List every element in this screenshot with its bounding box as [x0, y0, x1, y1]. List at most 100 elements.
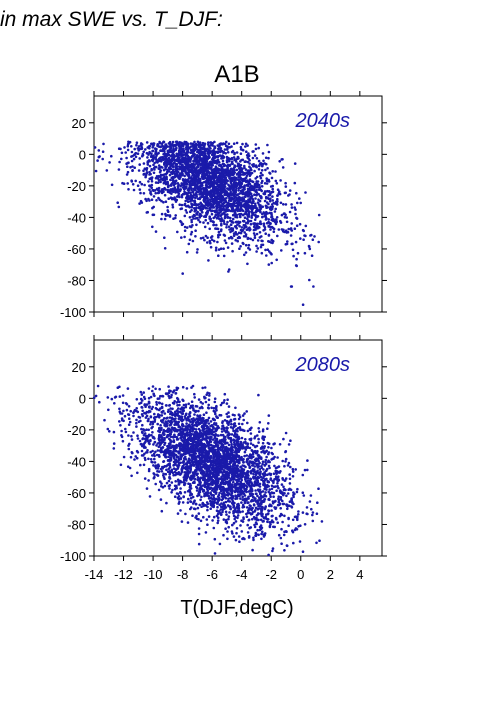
scatter-point	[208, 394, 211, 397]
scatter-point	[190, 400, 194, 404]
scatter-point	[289, 465, 292, 469]
scatter-point	[159, 145, 162, 149]
scatter-point	[258, 186, 262, 189]
scatter-point	[268, 211, 272, 215]
scatter-point	[192, 180, 195, 183]
scatter-point	[189, 160, 192, 163]
scatter-point	[166, 209, 169, 212]
scatter-point	[237, 172, 241, 176]
scatter-point	[225, 168, 229, 171]
scatter-point	[148, 160, 151, 163]
scatter-point	[212, 526, 216, 530]
scatter-point	[287, 488, 291, 492]
scatter-point	[276, 197, 279, 201]
scatter-point	[210, 168, 213, 172]
scatter-point	[134, 179, 137, 183]
scatter-point	[251, 495, 255, 499]
scatter-point	[147, 180, 150, 183]
scatter-point	[186, 193, 189, 197]
scatter-point	[130, 150, 134, 154]
scatter-point	[212, 202, 215, 206]
scatter-point	[282, 228, 285, 232]
scatter-point	[308, 247, 312, 251]
y-tick-label: -60	[67, 242, 86, 257]
scatter-point	[276, 188, 280, 191]
scatter-point	[214, 167, 217, 171]
scatter-point	[162, 201, 165, 204]
scatter-point	[206, 173, 209, 176]
scatter-point	[189, 200, 192, 203]
scatter-point	[255, 180, 258, 183]
scatter-point	[195, 203, 198, 206]
scatter-point	[271, 226, 275, 230]
scatter-point	[264, 213, 268, 216]
scatter-point	[248, 199, 252, 203]
scatter-point	[216, 227, 220, 231]
scatter-point	[296, 251, 300, 255]
scatter-point	[255, 193, 258, 197]
scatter-point	[271, 190, 275, 194]
scatter-point	[189, 142, 193, 145]
scatter-point	[230, 242, 234, 245]
scatter-point	[240, 178, 244, 181]
scatter-point	[271, 170, 275, 173]
scatter-point	[207, 398, 211, 402]
scatter-point	[313, 235, 316, 238]
scatter-point	[194, 229, 197, 232]
scatter-point	[129, 409, 132, 413]
scatter-point	[183, 142, 187, 146]
scatter-point	[283, 230, 286, 234]
scatter-point	[263, 199, 267, 203]
scatter-point	[236, 465, 239, 469]
scatter-point	[194, 196, 197, 200]
scatter-point	[198, 220, 202, 224]
scatter-point	[226, 537, 229, 541]
scatter-point	[294, 468, 298, 471]
scatter-point	[238, 203, 242, 207]
scatter-point	[147, 197, 150, 201]
scatter-point	[182, 183, 185, 187]
scatter-point	[173, 161, 176, 165]
scatter-point	[264, 168, 267, 172]
scatter-point	[298, 222, 302, 226]
scatter-point	[161, 157, 165, 161]
scatter-points	[92, 384, 324, 557]
y-tick-label: -20	[67, 423, 86, 438]
scatter-point	[234, 195, 237, 199]
scatter-point	[276, 521, 280, 524]
scatter-point	[150, 158, 154, 162]
scatter-point	[122, 409, 125, 413]
scatter-point	[243, 227, 246, 230]
scatter-point	[195, 216, 199, 220]
scatter-point	[171, 140, 175, 144]
scatter-point	[161, 188, 164, 191]
scatter-point	[148, 184, 151, 187]
scatter-point	[240, 167, 243, 170]
scatter-point	[199, 150, 203, 153]
scatter-point	[143, 477, 147, 480]
scatter-point	[293, 206, 297, 209]
scatter-point	[166, 149, 170, 153]
scatter-point	[236, 239, 239, 243]
scatter-point	[251, 548, 254, 552]
scatter-point	[215, 162, 219, 165]
scatter-point	[240, 182, 244, 186]
scatter-point	[187, 242, 191, 246]
scatter-point	[164, 181, 168, 185]
scatter-point	[177, 176, 181, 179]
scatter-point	[146, 210, 149, 214]
scatter-point	[245, 150, 248, 153]
scatter-point	[188, 183, 192, 187]
scatter-point	[218, 189, 221, 192]
scatter-point	[267, 240, 270, 243]
scatter-point	[180, 151, 183, 155]
scatter-point	[136, 410, 140, 414]
scatter-point	[92, 396, 96, 400]
scatter-point	[211, 161, 214, 165]
scatter-point	[254, 182, 258, 186]
scatter-point	[148, 150, 151, 154]
scatter-point	[274, 222, 278, 226]
scatter-point	[244, 145, 247, 148]
scatter-point	[181, 501, 185, 504]
scatter-point	[191, 199, 194, 202]
